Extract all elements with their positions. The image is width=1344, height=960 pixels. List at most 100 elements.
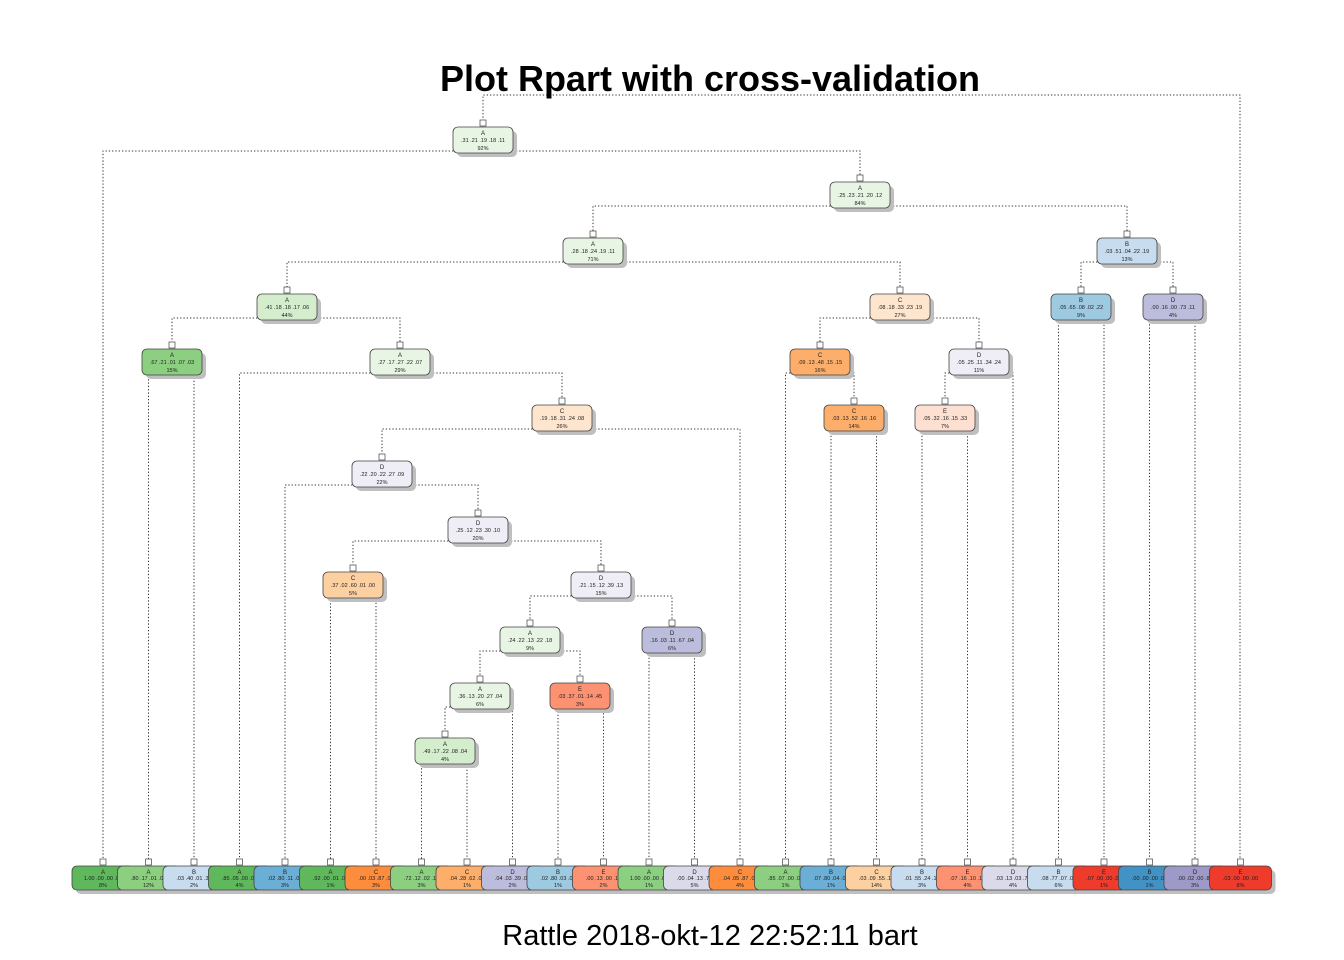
node-percentage: 3% <box>418 883 426 889</box>
node-box <box>549 682 611 710</box>
node-box <box>322 571 384 599</box>
node-number-tag <box>463 858 471 866</box>
node-class-label: E <box>943 409 947 415</box>
node-probabilities: .05 .32 .16 .15 .33 <box>923 416 967 422</box>
node-percentage: 4% <box>236 883 244 889</box>
node-number-tag <box>668 619 676 627</box>
node-percentage: 9% <box>526 646 534 652</box>
tree-edge <box>400 372 563 400</box>
node-box <box>141 348 203 376</box>
tree-edge <box>172 372 195 861</box>
node-probabilities: .00 .00 .00 .00 <box>1132 876 1167 882</box>
node-probabilities: .85 .05 .00 .06 <box>222 876 257 882</box>
node-percentage: 26% <box>556 424 567 430</box>
node-probabilities: .00 .04 .13 .76 <box>677 876 712 882</box>
node-class-label: A <box>647 870 651 876</box>
split-node: D.05 .25 .11 .34 .24 11% <box>948 341 1013 379</box>
node-class-label: C <box>874 870 879 876</box>
node-percentage: 2% <box>600 883 608 889</box>
node-probabilities: .67 .21 .01 .07 .03 <box>150 360 194 366</box>
split-node: D.16 .03 .11 .67 .04 6% <box>641 619 706 657</box>
node-number-tag <box>509 858 516 866</box>
node-probabilities: .00 .16 .00 .73 .11 <box>1151 305 1195 311</box>
node-number-tag <box>236 858 243 866</box>
node-probabilities: .37 .02 .60 .01 .00 <box>331 583 375 589</box>
node-probabilities: .27 .17 .27 .22 .07 <box>378 360 422 366</box>
node-number-tag <box>645 858 653 866</box>
tree-edge <box>171 317 287 344</box>
node-probabilities: .49 .17 .22 .08 .04 <box>423 749 467 755</box>
split-node: A.27 .17 .27 .22 .07 29% <box>369 341 434 379</box>
split-node: A.24 .22 .13 .22 .18 9% <box>499 619 564 657</box>
node-percentage: 3% <box>576 702 584 708</box>
node-box <box>1096 237 1158 265</box>
node-number-tag <box>554 858 562 866</box>
node-percentage: 1% <box>327 883 335 889</box>
node-percentage: 22% <box>376 480 387 486</box>
node-box <box>449 682 511 710</box>
split-node: C.09 .13 .48 .15 .15 16% <box>789 341 854 379</box>
node-probabilities: .03 .37 .01 .14 .45 <box>558 694 602 700</box>
node-number-tag <box>418 858 425 866</box>
node-number-tag <box>589 230 597 238</box>
node-box <box>948 348 1010 376</box>
split-node: B.03 .51 .04 .22 .19 13% <box>1096 230 1161 268</box>
node-class-label: A <box>858 186 862 192</box>
node-number-tag <box>476 675 484 683</box>
tree-edge <box>284 484 382 861</box>
node-percentage: 1% <box>1146 883 1154 889</box>
root-top-connector <box>482 94 1241 860</box>
node-probabilities: .04 .05 .87 .02 <box>722 876 757 882</box>
node-percentage: 4% <box>736 883 744 889</box>
node-class-label: B <box>829 870 833 876</box>
node-class-label: D <box>1193 870 1198 876</box>
tree-edge <box>944 372 979 400</box>
tree-edge <box>148 372 172 861</box>
node-class-label: A <box>443 742 447 748</box>
node-class-label: D <box>692 870 697 876</box>
node-class-label: B <box>1125 242 1129 248</box>
split-node: A.25 .23 .21 .20 .12 84% <box>829 174 894 212</box>
node-class-label: E <box>1102 870 1106 876</box>
tree-edge <box>239 372 400 861</box>
node-number-tag <box>1009 858 1017 866</box>
tree-edge <box>353 595 377 861</box>
node-probabilities: .08 .77 .07 .03 <box>1041 876 1076 882</box>
node-percentage: 3% <box>1191 883 1199 889</box>
split-node: D.25 .12 .23 .30 .10 20% <box>447 509 512 547</box>
node-number-tag <box>1055 858 1062 866</box>
node-number-tag <box>479 119 487 127</box>
node-percentage: 6% <box>1055 883 1063 889</box>
tree-edge <box>478 540 602 567</box>
node-box <box>531 404 593 432</box>
node-percentage: 11% <box>974 368 985 374</box>
tree-edge <box>1081 317 1105 861</box>
node-class-label: A <box>237 870 241 876</box>
node-box <box>1050 293 1112 321</box>
node-class-label: C <box>465 870 470 876</box>
node-percentage: 1% <box>645 883 653 889</box>
node-class-label: B <box>556 870 560 876</box>
node-class-label: A <box>419 870 423 876</box>
node-number-tag <box>1191 858 1199 866</box>
split-node: A.67 .21 .01 .07 .03 15% <box>141 341 206 379</box>
node-class-label: D <box>510 870 515 876</box>
node-probabilities: .03 .00 .00 .00 <box>1223 876 1258 882</box>
tree-edge <box>592 205 860 233</box>
split-node: D.00 .16 .00 .73 .11 4% <box>1142 286 1207 324</box>
node-percentage: 4% <box>1169 313 1177 319</box>
node-percentage: 5% <box>691 883 699 889</box>
node-percentage: 9% <box>1077 313 1085 319</box>
split-node: A.31 .21 .19 .18 .11 92% <box>452 119 517 157</box>
node-probabilities: .16 .03 .11 .67 .04 <box>650 638 694 644</box>
node-probabilities: .09 .13 .48 .15 .15 <box>798 360 842 366</box>
node-percentage: 5% <box>349 591 357 597</box>
node-probabilities: .03 .40 .01 .32 <box>176 876 211 882</box>
tree-edge <box>785 372 820 861</box>
node-number-tag <box>168 341 176 349</box>
split-node: E.05 .32 .16 .15 .33 7% <box>914 397 979 435</box>
node-percentage: 92% <box>477 146 488 152</box>
tree-edge <box>672 650 695 861</box>
node-class-label: A <box>478 687 482 693</box>
